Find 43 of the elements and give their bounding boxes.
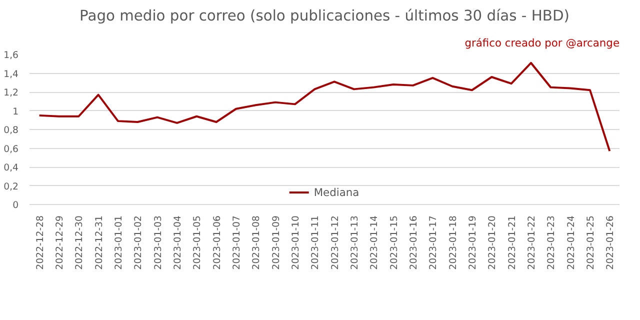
x-tick-label: 2023-01-23 xyxy=(546,215,558,270)
x-tick-label: 2023-01-21 xyxy=(506,215,518,270)
y-tick-label: 1,4 xyxy=(4,68,19,80)
y-tick-label: 0,8 xyxy=(4,125,19,136)
x-tick-label: 2023-01-19 xyxy=(468,215,478,270)
x-tick-label: 2023-01-20 xyxy=(487,215,498,270)
x-tick-label: 2023-01-24 xyxy=(566,215,577,270)
x-tick-label: 2023-01-12 xyxy=(330,215,341,270)
x-tick-label: 2023-01-09 xyxy=(270,215,282,270)
x-tick-label: 2023-01-02 xyxy=(133,215,144,270)
x-tick-label: 2022-12-30 xyxy=(74,215,86,270)
x-tick-label: 2023-01-01 xyxy=(114,215,124,270)
x-tick-label: 2023-01-22 xyxy=(526,215,538,270)
x-tick-label: 2022-12-28 xyxy=(34,215,46,270)
x-tick-label: 2023-01-16 xyxy=(408,215,420,270)
x-tick-label: 2023-01-08 xyxy=(251,215,262,270)
x-tick-label: 2023-01-13 xyxy=(350,215,360,270)
y-tick-label: 0 xyxy=(12,200,19,211)
x-tick-label: 2023-01-26 xyxy=(605,215,616,270)
legend-label: Mediana xyxy=(314,186,360,198)
text: gráfico creado por @arcange xyxy=(464,36,620,50)
x-tick-label: 2023-01-11 xyxy=(310,215,322,270)
y-tick-label: 1 xyxy=(12,106,19,118)
x-tick-label: 2023-01-06 xyxy=(212,215,223,270)
line-series xyxy=(38,62,611,152)
x-tick-label: 2023-01-05 xyxy=(192,215,204,270)
x-tick-label: 2023-01-07 xyxy=(232,215,242,270)
x-tick-label: 2023-01-17 xyxy=(428,215,440,270)
x-tick-label: 2023-01-10 xyxy=(290,215,302,270)
y-tick-label: 0,2 xyxy=(4,181,19,192)
x-tick-label: 2023-01-14 xyxy=(369,215,380,270)
x-tick-label: 2023-01-03 xyxy=(152,215,164,270)
y-tick-label: 1,2 xyxy=(4,88,19,98)
x-tick-label: 2022-12-29 xyxy=(54,215,66,270)
x-tick-label: 2022-12-31 xyxy=(94,215,105,270)
y-tick-label: 0,6 xyxy=(4,144,19,155)
y-tick-label: 1,6 xyxy=(4,50,19,61)
x-tick-label: 2023-01-18 xyxy=(448,215,459,270)
y-tick-label: 0,4 xyxy=(4,162,19,174)
x-tick-label: 2023-01-25 xyxy=(586,215,596,270)
x-tick-label: 2023-01-04 xyxy=(172,215,184,270)
chart-title: Pago medio por correo (solo publicaciones - últimos 30 días - HBD) xyxy=(80,8,570,24)
x-tick-label: 2023-01-15 xyxy=(388,215,400,270)
